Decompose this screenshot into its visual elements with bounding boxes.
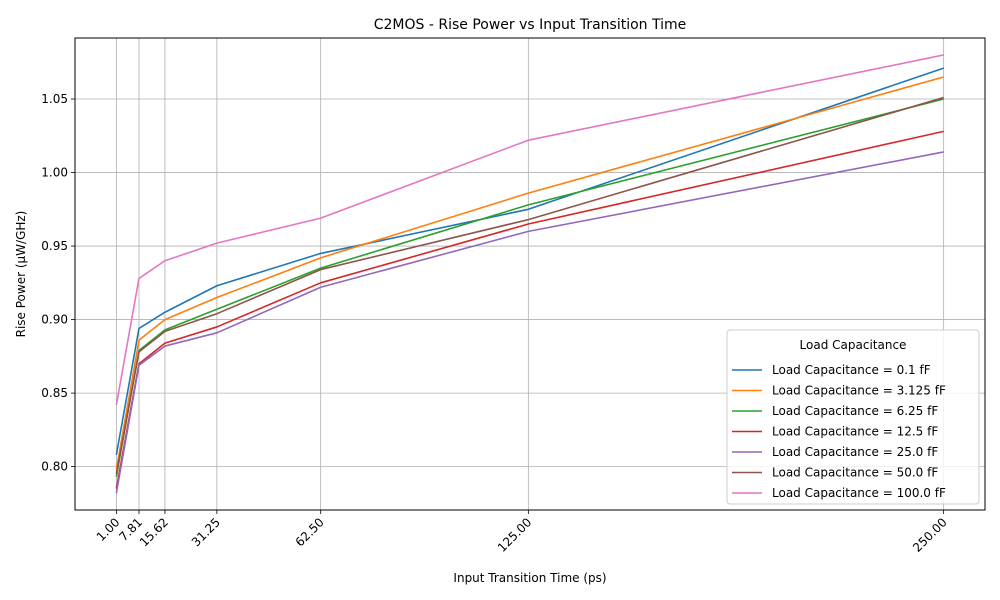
- legend-label-4: Load Capacitance = 25.0 fF: [772, 445, 938, 459]
- y-tick-label: 1.00: [41, 166, 68, 180]
- grid: [75, 38, 985, 510]
- legend-label-6: Load Capacitance = 100.0 fF: [772, 486, 946, 500]
- series-line-2: [115, 98, 944, 478]
- series-line-1: [115, 76, 944, 470]
- legend-title: Load Capacitance: [800, 338, 907, 352]
- series-lines: [115, 54, 944, 494]
- y-axis-title: Rise Power (µW/GHz): [14, 211, 28, 338]
- x-axis-title: Input Transition Time (ps): [453, 571, 606, 585]
- y-tick-label: 0.85: [41, 386, 68, 400]
- legend: Load Capacitance Load Capacitance = 0.1 …: [726, 329, 980, 505]
- series-line-4: [115, 151, 944, 494]
- series-line-6: [115, 54, 944, 406]
- y-tick-label: 0.95: [41, 239, 68, 253]
- y-tick-label: 0.80: [41, 460, 68, 474]
- y-tick-label: 1.05: [41, 92, 68, 106]
- legend-label-2: Load Capacitance = 6.25 fF: [772, 404, 938, 418]
- series-line-0: [115, 67, 944, 456]
- legend-label-3: Load Capacitance = 12.5 fF: [772, 425, 938, 439]
- y-tick-label: 0.90: [41, 313, 68, 327]
- legend-label-0: Load Capacitance = 0.1 fF: [772, 363, 931, 377]
- series-line-3: [115, 130, 944, 489]
- legend-label-1: Load Capacitance = 3.125 fF: [772, 384, 946, 398]
- y-axis-ticks: 0.80 0.85 0.90 0.95 1.00 1.05: [41, 92, 75, 474]
- plot-frame: [74, 37, 986, 511]
- legend-items: Load Capacitance = 0.1 fF Load Capacitanc…: [732, 363, 946, 500]
- legend-box: [726, 329, 980, 505]
- legend-label-5: Load Capacitance = 50.0 fF: [772, 466, 938, 480]
- series-line-5: [115, 96, 944, 475]
- chart-title: C2MOS - Rise Power vs Input Transition T…: [374, 17, 687, 33]
